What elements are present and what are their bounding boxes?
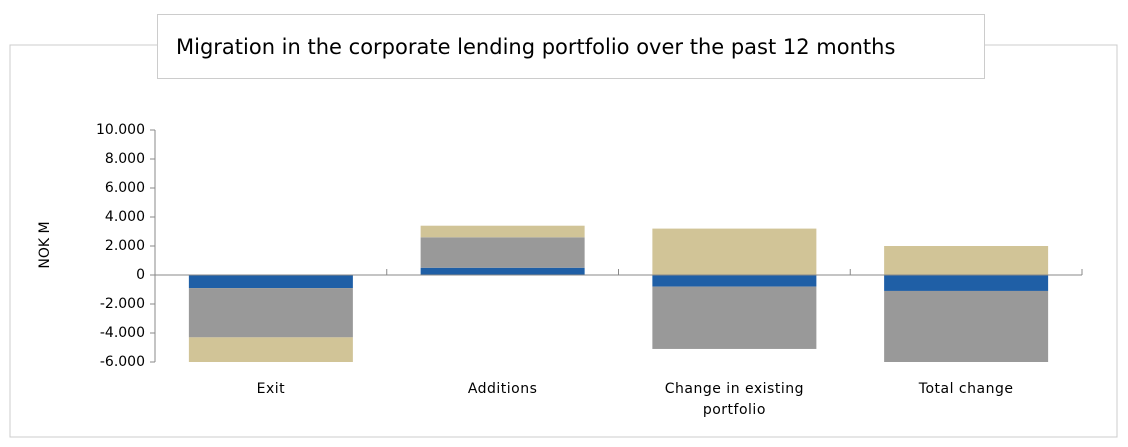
bar-segment [420, 225, 585, 238]
y-tick-label: 0 [136, 267, 145, 283]
x-tick-label: Change in existing portfolio [664, 381, 804, 418]
y-tick-label: -4.000 [100, 325, 145, 341]
bar-segment [652, 286, 817, 349]
bar-segment [420, 267, 585, 275]
chart-title: Migration in the corporate lending portf… [157, 14, 985, 79]
y-tick-label: 6.000 [105, 180, 145, 196]
y-axis-label: NOK M [37, 221, 53, 268]
y-tick-label: 10.000 [96, 122, 145, 138]
bar-segment [420, 237, 585, 268]
x-tick-label: Additions [467, 381, 538, 397]
bar-segment [652, 275, 817, 287]
bar-segment [652, 228, 817, 275]
bar-segment [884, 275, 1049, 291]
bar-segment [188, 288, 353, 338]
bar-segment [188, 275, 353, 289]
x-tick-label: Total change [918, 381, 1014, 397]
x-tick-label: Exit [256, 381, 286, 397]
y-tick-label: -2.000 [100, 296, 145, 312]
y-tick-label: 4.000 [105, 209, 145, 225]
bar-segment [188, 337, 353, 362]
y-tick-label: 8.000 [105, 151, 145, 167]
bar-segment [884, 246, 1049, 275]
y-tick-label: -6.000 [100, 354, 145, 370]
y-tick-label: 2.000 [105, 238, 145, 254]
bar-segment [884, 290, 1049, 362]
